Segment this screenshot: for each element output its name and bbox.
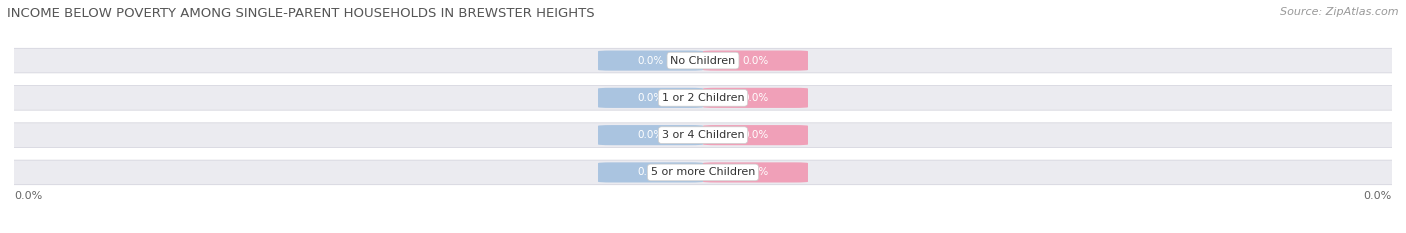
Text: 5 or more Children: 5 or more Children	[651, 168, 755, 177]
FancyBboxPatch shape	[0, 160, 1406, 185]
Text: 0.0%: 0.0%	[14, 191, 42, 201]
FancyBboxPatch shape	[0, 86, 1406, 110]
Text: Source: ZipAtlas.com: Source: ZipAtlas.com	[1281, 7, 1399, 17]
Text: 0.0%: 0.0%	[742, 168, 769, 177]
FancyBboxPatch shape	[598, 162, 703, 182]
Text: 0.0%: 0.0%	[637, 56, 664, 65]
FancyBboxPatch shape	[703, 125, 808, 145]
FancyBboxPatch shape	[0, 48, 1406, 73]
FancyBboxPatch shape	[598, 88, 703, 108]
Text: 0.0%: 0.0%	[637, 130, 664, 140]
FancyBboxPatch shape	[703, 162, 808, 182]
Text: INCOME BELOW POVERTY AMONG SINGLE-PARENT HOUSEHOLDS IN BREWSTER HEIGHTS: INCOME BELOW POVERTY AMONG SINGLE-PARENT…	[7, 7, 595, 20]
FancyBboxPatch shape	[598, 125, 703, 145]
Text: 0.0%: 0.0%	[742, 130, 769, 140]
FancyBboxPatch shape	[703, 88, 808, 108]
Text: 1 or 2 Children: 1 or 2 Children	[662, 93, 744, 103]
Text: 0.0%: 0.0%	[742, 93, 769, 103]
FancyBboxPatch shape	[598, 51, 703, 71]
Text: 0.0%: 0.0%	[742, 56, 769, 65]
Text: 0.0%: 0.0%	[637, 93, 664, 103]
Text: No Children: No Children	[671, 56, 735, 65]
FancyBboxPatch shape	[703, 51, 808, 71]
Text: 3 or 4 Children: 3 or 4 Children	[662, 130, 744, 140]
FancyBboxPatch shape	[0, 123, 1406, 147]
Text: 0.0%: 0.0%	[1364, 191, 1392, 201]
Text: 0.0%: 0.0%	[637, 168, 664, 177]
